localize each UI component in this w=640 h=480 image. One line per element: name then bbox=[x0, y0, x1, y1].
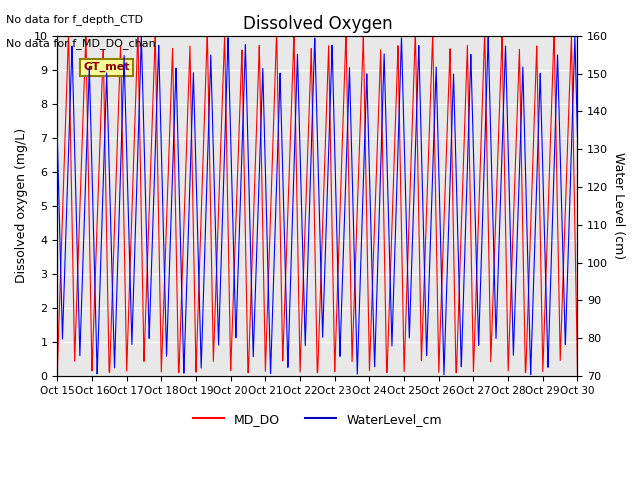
Title: Dissolved Oxygen: Dissolved Oxygen bbox=[243, 15, 392, 33]
Y-axis label: Water Level (cm): Water Level (cm) bbox=[612, 152, 625, 260]
Text: GT_met: GT_met bbox=[83, 62, 130, 72]
Legend: MD_DO, WaterLevel_cm: MD_DO, WaterLevel_cm bbox=[188, 408, 447, 431]
Text: No data for f_MD_DO_chan: No data for f_MD_DO_chan bbox=[6, 38, 156, 49]
Text: No data for f_depth_CTD: No data for f_depth_CTD bbox=[6, 14, 143, 25]
Y-axis label: Dissolved oxygen (mg/L): Dissolved oxygen (mg/L) bbox=[15, 128, 28, 284]
